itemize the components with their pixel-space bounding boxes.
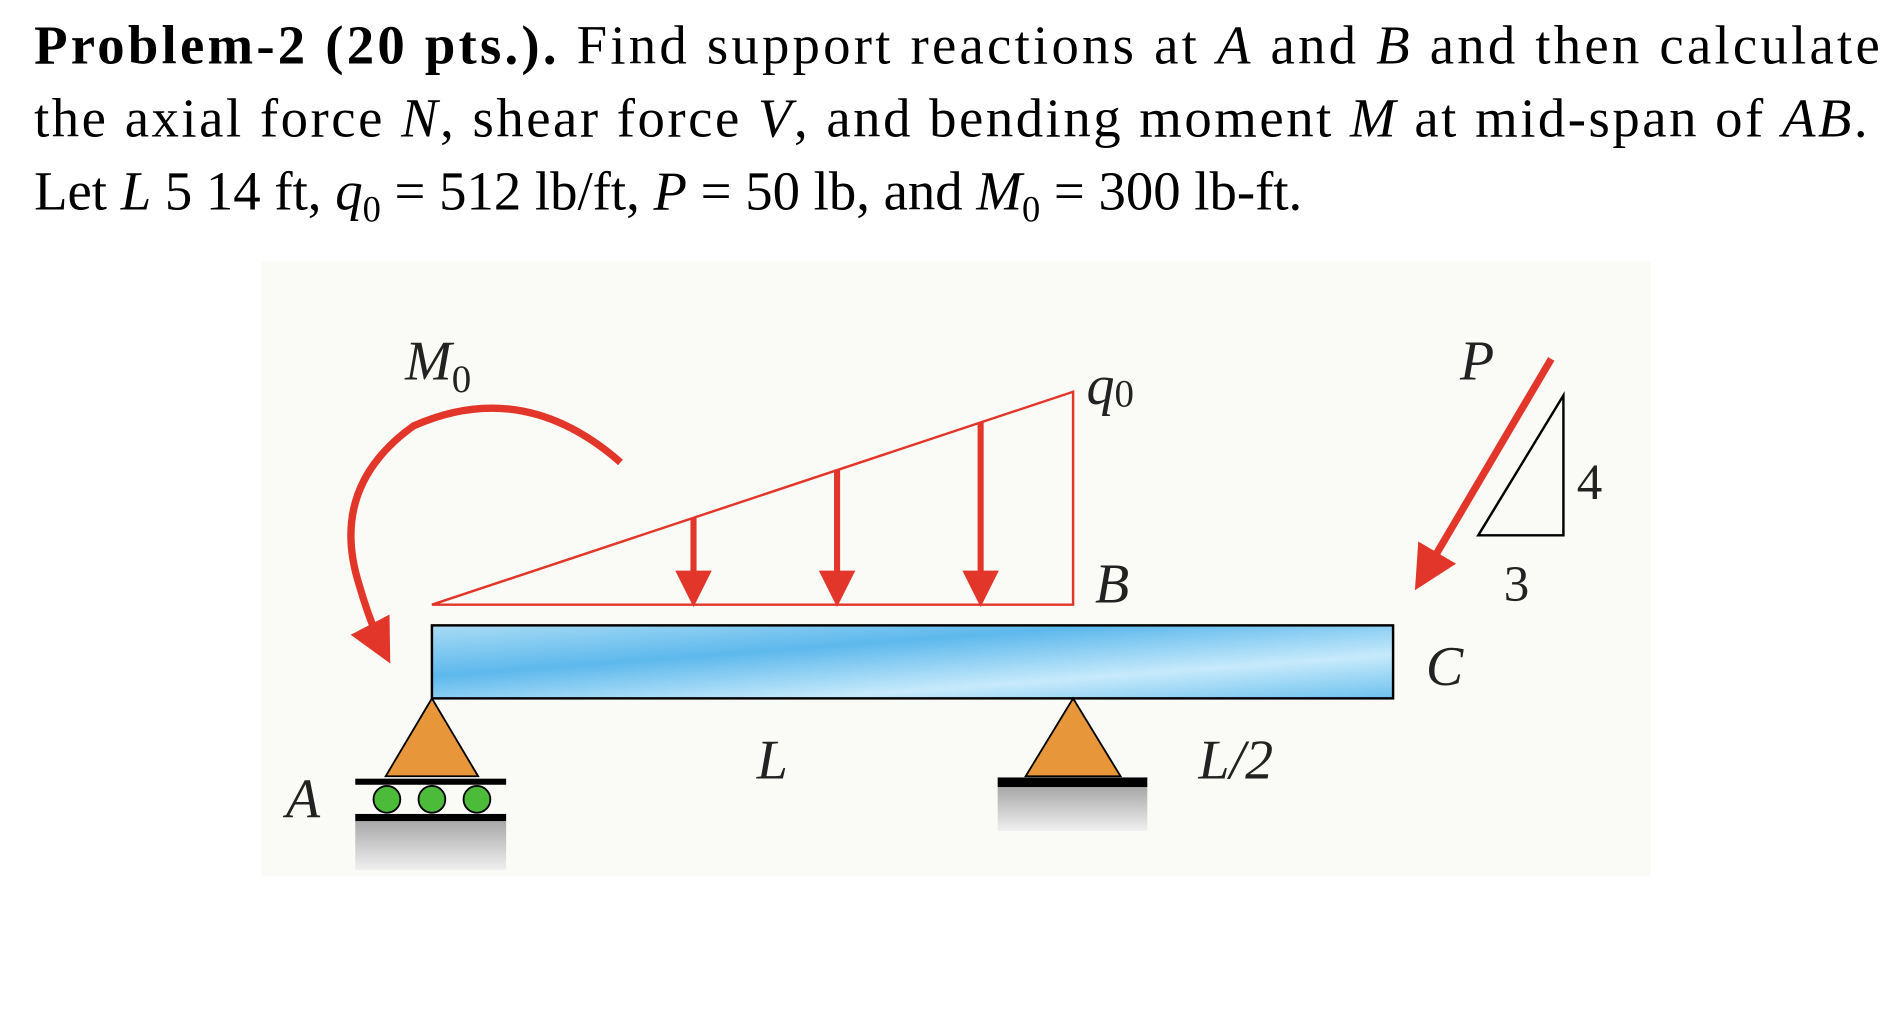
label-text: M [404,331,455,393]
label: C [1426,636,1464,698]
text: 5 14 ft, [151,160,335,221]
label: q0 [1086,355,1133,417]
symbol: M [1349,87,1399,148]
heading: Problem-2 (20 pts.). [34,14,556,75]
text: , shear force [440,87,755,148]
label: B [1095,553,1129,615]
beam [430,624,1395,700]
text: = 512 lb/ft, [381,160,654,221]
force-arrow [1414,357,1555,591]
text: the axial force [34,87,399,148]
symbol: A [1214,14,1251,75]
symbol: B [1376,14,1409,75]
text: Let [34,160,121,221]
text: and [1254,14,1373,75]
symbol: L [120,160,151,221]
support-plate [355,813,507,822]
label: M0 [404,331,471,401]
symbol: q [335,160,362,221]
roller [372,785,402,814]
label: 3 [1504,556,1530,613]
subscript: 0 [1022,188,1040,229]
text: , and bending moment [794,87,1348,148]
label: L [756,730,788,792]
moment-arrow [347,404,623,664]
text: = 50 lb, and [687,160,976,221]
symbol: N [400,87,441,148]
label-sub: 0 [1114,372,1133,415]
roller [462,785,492,814]
figure: M0 q0 P 4 3 B C L L/2 A [261,261,1652,876]
problem-line: Let L 5 14 ft, q0 = 512 lb/ft, P = 50 lb… [34,160,1302,229]
ground [997,787,1148,831]
ground [355,821,507,870]
text: and then calculate [1413,14,1880,75]
support-plate [997,777,1148,788]
label: L/2 [1197,730,1273,792]
text: . [1854,87,1868,148]
problem-line: the axial force N, shear force V, and be… [34,87,1868,148]
text: = 300 lb-ft. [1040,160,1302,221]
label: P [1459,331,1494,393]
subscript: 0 [363,188,381,229]
text: Find support reactions at [560,14,1214,75]
symbol: P [653,160,687,221]
text: at mid-span of [1398,87,1779,148]
roller [417,785,447,814]
label: A [282,769,321,831]
label-text: q [1086,355,1114,417]
problem-line: Problem-2 (20 pts.). Find support reacti… [34,14,1880,75]
symbol: V [758,87,797,148]
symbol: M [975,160,1025,221]
slope-triangle [1476,391,1565,537]
label-sub: 0 [452,358,471,401]
label: 4 [1577,454,1603,511]
support-plate [355,778,507,785]
support-b [1024,696,1123,778]
symbol: AB [1779,87,1851,148]
load-triangle [431,390,1075,606]
support-a [384,696,480,778]
